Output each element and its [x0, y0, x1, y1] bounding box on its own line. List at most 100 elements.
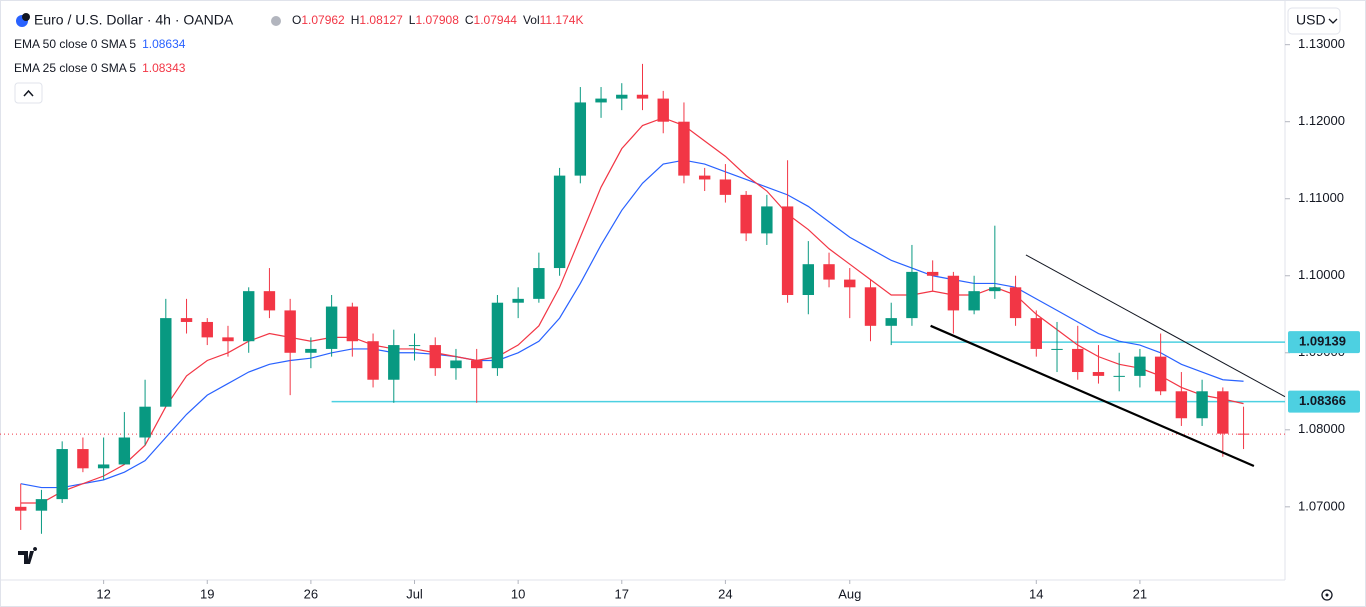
x-tick-label: 21 — [1133, 586, 1147, 601]
candle-body — [1072, 348, 1084, 373]
currency: USD — [1296, 12, 1326, 28]
level-label-box — [1288, 331, 1360, 354]
tv-logo — [18, 547, 38, 564]
candle-body — [698, 175, 711, 180]
y-tick-label: 1.13000 — [1298, 36, 1345, 51]
indicator: EMA 50 close 0 SMA 5 1.08634 — [14, 37, 186, 51]
collapse-icon — [23, 89, 34, 97]
candle-body — [263, 291, 276, 311]
x-tick-label: 24 — [718, 586, 732, 601]
candle-body — [1196, 391, 1208, 419]
candle-body — [1134, 356, 1146, 376]
y-tick-label: 1.11000 — [1298, 190, 1344, 205]
candle-body — [243, 291, 255, 342]
indicator: EMA 25 close 0 SMA 5 1.08343 — [14, 61, 186, 75]
candle-body — [553, 175, 566, 269]
level-label: 1.09139 — [1299, 334, 1346, 349]
candle-body — [1237, 433, 1250, 435]
x-tick-label: Jul — [406, 586, 423, 601]
indicator-name: EMA 50 close 0 SMA 5 — [14, 37, 136, 51]
candle-body — [740, 194, 752, 234]
candle-body — [885, 318, 897, 326]
candle-body — [1030, 318, 1042, 349]
candle-body — [408, 345, 421, 347]
candle-body — [325, 306, 338, 349]
candle-body — [657, 98, 669, 122]
candle-body — [802, 264, 815, 296]
x-tick-label: Aug — [838, 586, 861, 601]
candle-body — [533, 268, 545, 299]
candle-body — [1154, 356, 1167, 392]
ohlc-value: 1.08127 — [359, 13, 403, 27]
candle-body — [947, 275, 960, 311]
collapse-button[interactable] — [14, 82, 43, 104]
x-tick-label: 12 — [96, 586, 110, 601]
candle-body — [180, 318, 193, 322]
candle-body — [574, 102, 587, 176]
y-tick-label: 1.12000 — [1298, 113, 1345, 128]
y-tick-label: 1.08000 — [1298, 421, 1345, 436]
candle-body — [678, 121, 690, 176]
ohlc-label: O — [292, 13, 301, 27]
candle-body — [160, 318, 172, 407]
candle-body — [719, 179, 732, 195]
y-tick-label: 1.10000 — [1298, 267, 1345, 282]
candle-body — [429, 345, 441, 369]
x-tick-label: 19 — [200, 586, 214, 601]
ohlc-value: 1.07944 — [474, 13, 518, 27]
indicator-value: 1.08634 — [142, 37, 186, 51]
y-tick-label: 1.07000 — [1298, 498, 1345, 513]
ohlc-label: L — [409, 13, 416, 27]
ema-line — [20, 159, 1244, 489]
candle-body — [1217, 391, 1229, 434]
candle-body — [118, 437, 131, 465]
candle-body — [491, 302, 504, 369]
candle-body — [222, 337, 234, 342]
candle-body — [388, 345, 400, 380]
candle-body — [1051, 348, 1063, 350]
x-tick-label: 26 — [304, 586, 318, 601]
candle-body — [35, 499, 48, 511]
symbol-icon — [22, 13, 30, 21]
header: Euro / U.S. Dollar · 4h · OANDA O1.07962… — [16, 12, 583, 28]
indicator-name: EMA 25 close 0 SMA 5 — [14, 61, 136, 75]
candle-body — [906, 271, 918, 319]
candle-body — [470, 360, 483, 369]
status-dot — [271, 16, 281, 26]
candle-body — [97, 464, 110, 469]
candle-body — [823, 264, 835, 280]
candle-body — [926, 271, 939, 276]
candle-body — [761, 206, 773, 234]
candle-body — [968, 291, 980, 311]
level-label-box — [1288, 390, 1360, 413]
candle-body — [616, 94, 628, 99]
candle-body — [284, 310, 296, 353]
indicator-value: 1.08343 — [142, 61, 186, 75]
ohlc-value: 1.07908 — [415, 13, 459, 27]
candle-body — [1092, 372, 1105, 376]
candle-body — [450, 360, 462, 369]
volume-value: 11.174K — [540, 13, 584, 27]
x-tick-label: 17 — [615, 586, 629, 601]
currency-button[interactable] — [1287, 7, 1341, 35]
dropdown-icon — [1328, 18, 1338, 24]
candle-body — [989, 287, 1001, 292]
candle-body — [139, 406, 151, 438]
candle-body — [305, 348, 317, 353]
trendline — [1025, 254, 1286, 398]
candle-body — [56, 449, 68, 500]
trendline — [930, 324, 1255, 468]
settings-icon[interactable] — [1321, 589, 1333, 601]
candle-body — [636, 94, 649, 99]
indicator-legend: EMA 50 close 0 SMA 5 1.08634 EMA 25 close … — [14, 37, 186, 75]
x-tick-label: 14 — [1029, 586, 1043, 601]
ema-line — [20, 117, 1244, 504]
level-label: 1.08366 — [1299, 393, 1346, 408]
candle-body — [367, 341, 379, 380]
candle-body — [346, 306, 359, 342]
ohlc-label: C — [465, 13, 474, 27]
ohlc: O1.07962 H1.08127 L1.07908 C1.07944 Vol11.17… — [292, 13, 583, 27]
ohlc-value: 1.07962 — [301, 13, 345, 27]
